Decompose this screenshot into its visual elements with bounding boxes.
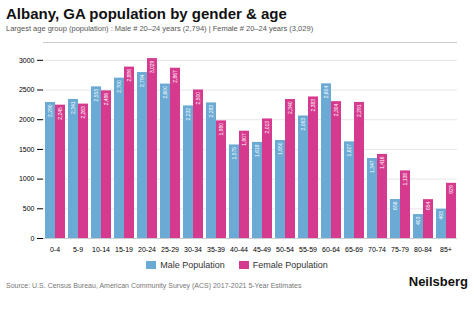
html-text:Male Population: Male Population xyxy=(160,260,225,270)
svg-text:2,600: 2,600 xyxy=(162,86,168,99)
svg-text:70-74: 70-74 xyxy=(368,246,386,253)
svg-text:2,886: 2,886 xyxy=(126,69,132,82)
svg-text:2,340: 2,340 xyxy=(287,101,293,114)
svg-text:3,029: 3,029 xyxy=(149,60,155,73)
svg-text:80-84: 80-84 xyxy=(414,246,432,253)
svg-text:493: 493 xyxy=(438,211,444,220)
svg-text:2,341: 2,341 xyxy=(70,101,76,114)
html-text:Female Population: Female Population xyxy=(252,260,328,270)
svg-text:2,290: 2,290 xyxy=(47,104,53,117)
svg-text:2,553: 2,553 xyxy=(93,89,99,102)
svg-text:2,794: 2,794 xyxy=(139,74,145,87)
svg-text:1,138: 1,138 xyxy=(402,173,408,186)
svg-text:500: 500 xyxy=(23,205,35,212)
svg-text:2,263: 2,263 xyxy=(80,106,86,119)
svg-text:40-44: 40-44 xyxy=(230,246,248,253)
svg-text:1,347: 1,347 xyxy=(369,160,375,173)
svg-text:1,980: 1,980 xyxy=(218,123,224,136)
svg-text:5-9: 5-9 xyxy=(73,246,83,253)
svg-text:25-29: 25-29 xyxy=(161,246,179,253)
svg-text:2,304: 2,304 xyxy=(333,103,339,116)
svg-text:50-54: 50-54 xyxy=(276,246,294,253)
svg-text:2,245: 2,245 xyxy=(57,107,63,120)
svg-text:35-39: 35-39 xyxy=(207,246,225,253)
html-text:Neilsberg: Neilsberg xyxy=(408,274,468,289)
svg-text:60-64: 60-64 xyxy=(322,246,340,253)
svg-text:0-4: 0-4 xyxy=(50,246,60,253)
svg-text:2,486: 2,486 xyxy=(103,93,109,106)
svg-text:75-79: 75-79 xyxy=(391,246,409,253)
html-text:Source: U.S. Census Bureau, Am: Source: U.S. Census Bureau, American Com… xyxy=(6,282,302,289)
svg-text:1000: 1000 xyxy=(19,175,35,182)
svg-text:85+: 85+ xyxy=(440,246,452,253)
svg-text:15-19: 15-19 xyxy=(115,246,133,253)
svg-text:2,500: 2,500 xyxy=(195,92,201,105)
svg-text:2,700: 2,700 xyxy=(116,80,122,93)
svg-text:2,283: 2,283 xyxy=(208,105,214,118)
svg-text:2000: 2000 xyxy=(19,116,35,123)
svg-text:65-69: 65-69 xyxy=(345,246,363,253)
svg-text:654: 654 xyxy=(425,201,431,210)
svg-text:929: 929 xyxy=(448,185,454,194)
html-text:Largest age group (population): Largest age group (population) : Male # … xyxy=(6,24,314,33)
svg-text:1500: 1500 xyxy=(19,146,35,153)
svg-text:10-14: 10-14 xyxy=(92,246,110,253)
svg-text:2,604: 2,604 xyxy=(323,86,329,99)
svg-text:55-59: 55-59 xyxy=(299,246,317,253)
svg-text:1,627: 1,627 xyxy=(346,144,352,157)
svg-text:2,232: 2,232 xyxy=(185,108,191,121)
svg-text:30-34: 30-34 xyxy=(184,246,202,253)
svg-text:2,867: 2,867 xyxy=(172,70,178,83)
svg-text:45-49: 45-49 xyxy=(253,246,271,253)
svg-text:1,650: 1,650 xyxy=(277,142,283,155)
svg-text:403: 403 xyxy=(415,216,421,225)
svg-text:1,575: 1,575 xyxy=(231,147,237,160)
svg-text:2,383: 2,383 xyxy=(310,99,316,112)
html-text:Albany, GA population by gende: Albany, GA population by gender & age xyxy=(6,5,287,22)
svg-text:2500: 2500 xyxy=(19,86,35,93)
svg-text:1,618: 1,618 xyxy=(254,144,260,157)
svg-text:2,291: 2,291 xyxy=(356,104,362,117)
svg-text:0: 0 xyxy=(31,235,35,242)
svg-text:20-24: 20-24 xyxy=(138,246,156,253)
svg-text:3000: 3000 xyxy=(19,57,35,64)
svg-text:2,013: 2,013 xyxy=(264,121,270,134)
svg-text:656: 656 xyxy=(392,201,398,210)
svg-text:2,063: 2,063 xyxy=(300,118,306,131)
svg-text:1,416: 1,416 xyxy=(379,156,385,169)
svg-text:1,807: 1,807 xyxy=(241,133,247,146)
